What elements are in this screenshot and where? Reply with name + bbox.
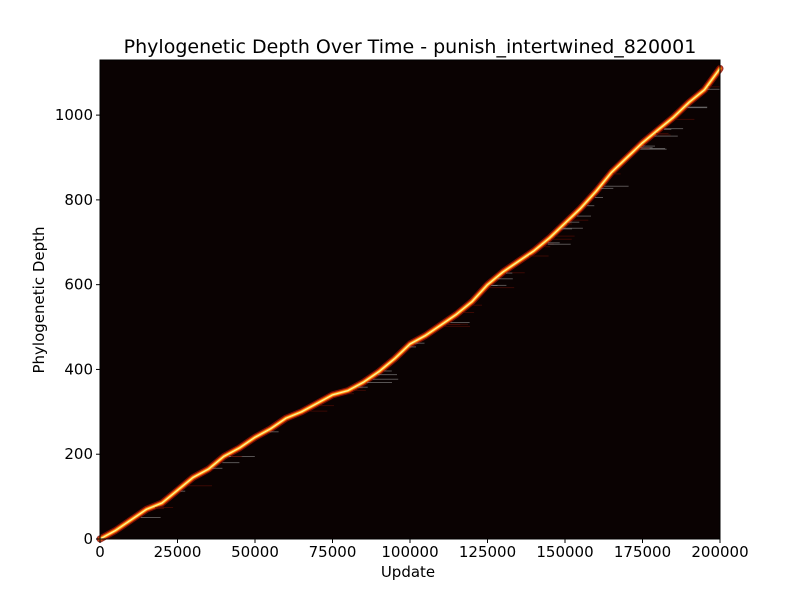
x-axis: 0 25000 50000 75000 100000 125000 150000 175000… — [95, 539, 749, 561]
x-axis-label: Update — [381, 563, 435, 581]
x-tick-label: 125000 — [459, 543, 516, 561]
y-tick-label: 600 — [64, 276, 93, 294]
x-tick-label: 50000 — [231, 543, 279, 561]
x-tick-label: 0 — [95, 543, 105, 561]
y-tick-label: 800 — [64, 191, 93, 209]
y-tick-label: 400 — [64, 360, 93, 378]
y-tick-label: 1000 — [55, 106, 93, 124]
y-axis-label: Phylogenetic Depth — [30, 226, 48, 373]
heat-layer — [96, 65, 724, 543]
x-tick-label: 200000 — [691, 543, 748, 561]
y-tick-label: 200 — [64, 445, 93, 463]
x-tick-label: 150000 — [536, 543, 593, 561]
x-tick-label: 100000 — [381, 543, 438, 561]
y-tick-label: 0 — [83, 530, 93, 548]
heat-band-peak — [99, 68, 721, 540]
y-axis: 0 200 400 600 800 1000 — [55, 106, 100, 548]
plot-area — [100, 60, 720, 539]
x-tick-label: 175000 — [614, 543, 671, 561]
x-tick-label: 75000 — [309, 543, 357, 561]
chart-title: Phylogenetic Depth Over Time - punish_in… — [124, 36, 697, 58]
x-tick-label: 25000 — [154, 543, 202, 561]
